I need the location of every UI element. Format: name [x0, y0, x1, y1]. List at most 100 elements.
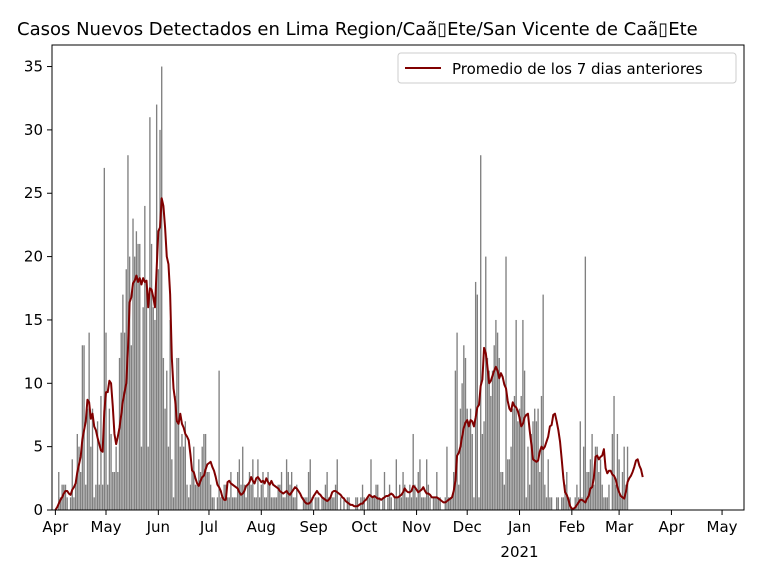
- bar: [490, 395, 492, 510]
- bar: [400, 497, 403, 510]
- bar: [231, 497, 234, 510]
- bar: [152, 307, 154, 510]
- x-tick-label: Jul: [199, 518, 218, 536]
- y-tick-label: 35: [24, 58, 43, 76]
- bar: [393, 497, 396, 510]
- bar: [323, 497, 325, 510]
- bar: [247, 484, 249, 510]
- bar: [500, 471, 502, 510]
- x-tick-label: Mar: [605, 518, 634, 536]
- bar: [134, 256, 136, 510]
- bar: [436, 471, 438, 510]
- bar: [405, 497, 408, 510]
- bar: [93, 497, 95, 510]
- bar: [172, 497, 175, 510]
- bar: [473, 497, 475, 510]
- bar: [620, 497, 622, 510]
- bar: [414, 484, 416, 510]
- bar: [255, 497, 257, 510]
- bar: [458, 484, 460, 510]
- bar: [599, 459, 602, 510]
- bar: [618, 459, 620, 510]
- bar: [512, 408, 514, 510]
- bar: [270, 497, 273, 510]
- bar: [140, 446, 143, 510]
- bar: [437, 497, 440, 510]
- bar: [407, 497, 409, 510]
- bar: [461, 383, 463, 510]
- bar: [275, 497, 278, 510]
- bar: [564, 484, 566, 510]
- bar: [621, 471, 624, 510]
- bar: [220, 497, 222, 510]
- line-layer: [54, 197, 644, 511]
- bar: [387, 497, 389, 510]
- bar: [616, 433, 619, 510]
- bar: [289, 484, 291, 510]
- bar: [383, 471, 386, 510]
- bar: [282, 497, 284, 510]
- bar: [226, 497, 229, 510]
- x-tick-label: Dec: [453, 518, 482, 536]
- bar: [422, 497, 424, 510]
- bar: [582, 446, 585, 510]
- legend-label: Promedio de los 7 dias anteriores: [452, 60, 703, 78]
- bar: [182, 446, 185, 510]
- bar: [447, 497, 450, 510]
- bar: [339, 497, 342, 510]
- bar: [545, 497, 548, 510]
- bar: [161, 66, 163, 510]
- bar: [331, 497, 333, 510]
- bar: [611, 433, 614, 510]
- bar: [69, 497, 72, 510]
- bar: [449, 497, 451, 510]
- bar: [85, 484, 87, 510]
- bar: [542, 294, 544, 510]
- x-tick-sublabel: 2021: [500, 543, 538, 561]
- bar: [485, 256, 487, 510]
- bar: [144, 205, 146, 510]
- bar: [466, 408, 468, 510]
- bar: [285, 459, 288, 510]
- bar: [566, 471, 568, 510]
- bar: [522, 319, 524, 510]
- bar: [454, 370, 457, 510]
- bar: [498, 357, 500, 510]
- bar: [601, 484, 603, 510]
- legend-box: [397, 52, 737, 84]
- x-tick-label: Feb: [559, 518, 586, 536]
- bar: [274, 497, 276, 510]
- bar: [318, 497, 320, 510]
- plot-frame: [51, 44, 745, 511]
- bar: [206, 471, 208, 510]
- bar: [586, 471, 588, 510]
- bar: [260, 484, 262, 510]
- bar: [594, 446, 597, 510]
- bar: [135, 231, 138, 510]
- bar: [507, 459, 509, 510]
- bar: [491, 370, 494, 510]
- bar: [412, 433, 414, 510]
- bar: [549, 497, 551, 510]
- bar: [625, 484, 627, 510]
- bar: [78, 446, 80, 510]
- bar: [539, 471, 541, 510]
- bar: [216, 497, 219, 510]
- bar: [98, 484, 100, 510]
- bar: [459, 408, 462, 510]
- bar: [292, 497, 295, 510]
- bar: [534, 408, 536, 510]
- bar: [58, 471, 60, 510]
- bar: [189, 484, 192, 510]
- bar: [233, 497, 235, 510]
- bar: [410, 497, 413, 510]
- bar: [388, 484, 391, 510]
- bar: [372, 497, 374, 510]
- bar: [333, 497, 335, 510]
- bar: [419, 459, 421, 510]
- bar: [262, 471, 264, 510]
- bar: [137, 243, 139, 511]
- bar: [245, 497, 247, 510]
- bar: [596, 446, 598, 510]
- bar: [626, 446, 629, 510]
